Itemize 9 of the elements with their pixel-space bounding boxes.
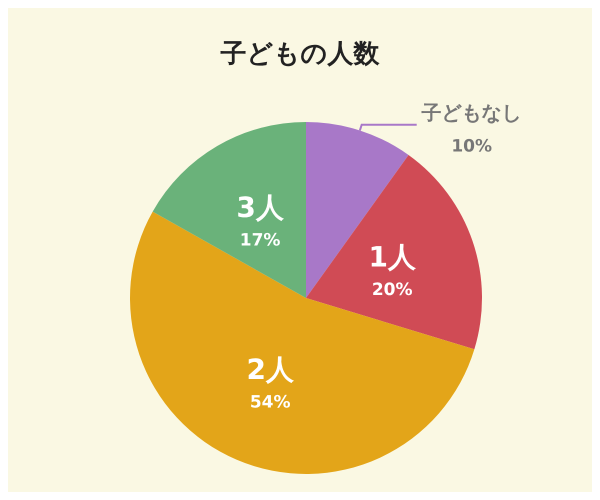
chart-title: 子どもの人数 xyxy=(220,39,380,69)
data-label: 10% xyxy=(451,136,492,157)
data-label: 20% xyxy=(372,280,413,300)
slice-label: 子どもなし xyxy=(420,100,522,125)
slice-label: 1人 xyxy=(368,240,417,274)
data-label: 17% xyxy=(240,230,280,250)
slice-label: 2人 xyxy=(246,353,295,386)
slice-label: 3人 xyxy=(236,190,285,224)
data-label: 54% xyxy=(250,392,291,413)
